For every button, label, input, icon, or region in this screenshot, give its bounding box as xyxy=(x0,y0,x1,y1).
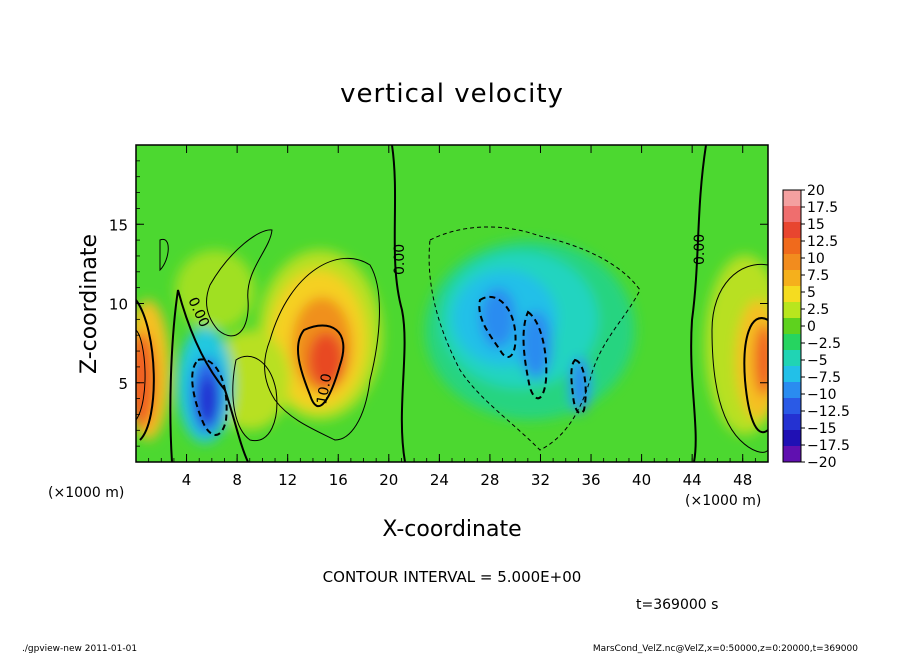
colorbar: 2017.51512.5107.552.50−2.5−5−7.5−10−12.5… xyxy=(782,183,850,471)
contour-label: 10.0 xyxy=(314,372,335,405)
x-tick-label: 48 xyxy=(733,471,752,489)
x-tick-label: 12 xyxy=(278,471,297,489)
colorbar-label: −12.5 xyxy=(807,404,850,420)
colorbar-label: 5 xyxy=(807,285,816,301)
chart-title: vertical velocity xyxy=(340,79,564,109)
colorbar-swatch xyxy=(783,382,801,399)
x-unit-right: (×1000 m) xyxy=(685,493,761,509)
colorbar-label: −5 xyxy=(807,353,828,369)
colorbar-label: −2.5 xyxy=(807,336,841,352)
x-unit-left: (×1000 m) xyxy=(48,485,124,501)
y-tick-label: 10 xyxy=(109,296,128,314)
time-text: t=369000 s xyxy=(636,597,718,613)
x-tick-label: 24 xyxy=(430,471,449,489)
colorbar-swatch xyxy=(783,398,801,415)
colorbar-label: 2.5 xyxy=(807,302,829,318)
colorbar-swatch xyxy=(783,254,801,271)
x-tick-label: 44 xyxy=(683,471,702,489)
colorbar-swatch xyxy=(783,318,801,335)
footer-right: MarsCond_VelZ.nc@VelZ,x=0:50000,z=0:2000… xyxy=(593,644,858,654)
x-tick-label: 28 xyxy=(480,471,499,489)
colorbar-swatch xyxy=(783,302,801,319)
colorbar-swatch xyxy=(783,270,801,287)
contour-lines xyxy=(136,145,768,462)
heatmap-field xyxy=(136,145,768,462)
x-tick-label: 40 xyxy=(632,471,651,489)
colorbar-label: −17.5 xyxy=(807,438,850,454)
colorbar-swatch xyxy=(783,350,801,367)
y-axis-label: Z-coordinate xyxy=(77,234,102,374)
colorbar-swatch xyxy=(783,222,801,239)
colorbar-swatch xyxy=(783,286,801,303)
colorbar-label: −7.5 xyxy=(807,370,841,386)
y-tick-label: 5 xyxy=(118,375,128,393)
x-tick-label: 16 xyxy=(329,471,348,489)
colorbar-label: −10 xyxy=(807,387,837,403)
colorbar-label: −20 xyxy=(807,455,837,471)
contour-label: 0.00 xyxy=(392,244,408,275)
x-tick-label: 8 xyxy=(232,471,242,489)
x-tick-label: 32 xyxy=(531,471,550,489)
colorbar-label: 12.5 xyxy=(807,234,838,250)
x-axis-label: X-coordinate xyxy=(382,517,521,542)
x-tick-label: 36 xyxy=(581,471,600,489)
colorbar-swatch xyxy=(783,430,801,447)
colorbar-swatch xyxy=(783,366,801,383)
colorbar-swatch xyxy=(783,190,801,207)
y-tick-label: 15 xyxy=(109,216,128,234)
colorbar-swatch xyxy=(783,206,801,223)
colorbar-swatch xyxy=(783,334,801,351)
colorbar-label: 17.5 xyxy=(807,200,838,216)
colorbar-swatch xyxy=(783,414,801,431)
x-tick-label: 20 xyxy=(379,471,398,489)
colorbar-label: −15 xyxy=(807,421,837,437)
colorbar-label: 15 xyxy=(807,217,825,233)
contour-interval-text: CONTOUR INTERVAL = 5.000E+00 xyxy=(323,568,582,586)
x-tick-label: 4 xyxy=(182,471,192,489)
colorbar-swatch xyxy=(783,238,801,255)
colorbar-label: 10 xyxy=(807,251,825,267)
colorbar-label: 0 xyxy=(807,319,816,335)
footer-left: ./gpview-new 2011-01-01 xyxy=(22,644,137,654)
colorbar-label: 20 xyxy=(807,183,825,199)
colorbar-swatch xyxy=(783,446,801,463)
contour-label: 0.00 xyxy=(692,234,708,265)
colorbar-label: 7.5 xyxy=(807,268,829,284)
